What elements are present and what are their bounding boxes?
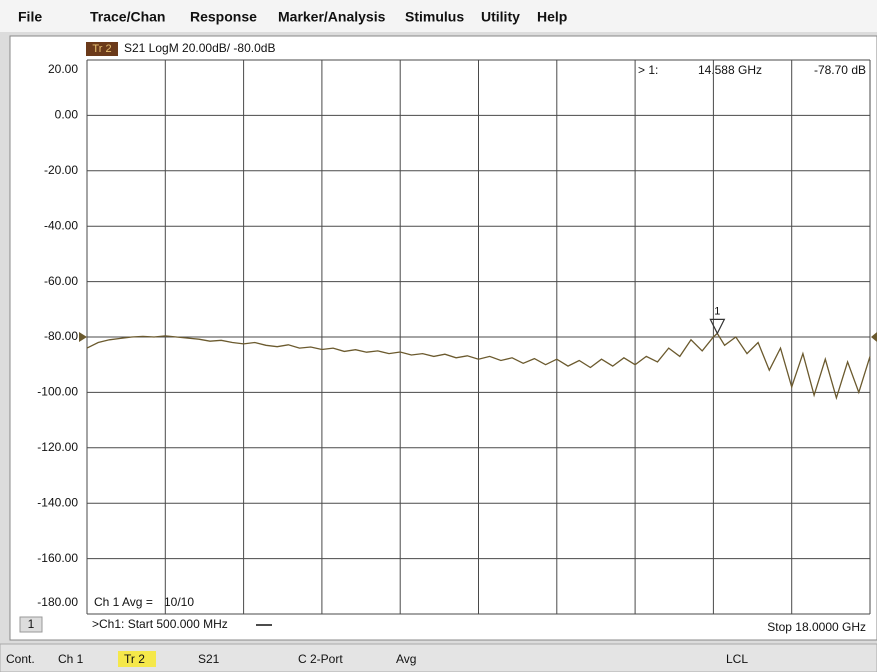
menu-item[interactable]: Stimulus bbox=[405, 9, 464, 25]
avg-label: Ch 1 Avg = bbox=[94, 595, 153, 609]
trace bbox=[86, 332, 871, 401]
y-tick-label: 20.00 bbox=[48, 62, 78, 76]
plot-panel bbox=[9, 35, 877, 641]
y-tick-label: -60.00 bbox=[44, 274, 78, 288]
trace-badge[interactable]: Tr 2 bbox=[92, 43, 111, 55]
y-tick-label: -140.00 bbox=[37, 495, 78, 509]
marker-index: > 1: bbox=[638, 63, 658, 77]
status-items: Cont. Ch 1 Tr 2 S21 C 2-Port Avg LCL bbox=[6, 652, 748, 666]
y-tick-label: -80.00 bbox=[44, 329, 78, 343]
ref-arrow-right bbox=[871, 332, 877, 342]
plot: 20.00 0.00 -20.00 -40.00 -60.00 -80.00 -100.00… bbox=[37, 59, 877, 615]
menu-bar bbox=[0, 0, 877, 32]
status-item[interactable]: S21 bbox=[198, 652, 220, 666]
menu-item[interactable]: Utility bbox=[481, 9, 520, 25]
y-tick-label: -120.00 bbox=[37, 440, 78, 454]
menu-item[interactable]: Trace/Chan bbox=[90, 9, 165, 25]
status-item[interactable]: Cont. bbox=[6, 652, 35, 666]
status-highlight bbox=[118, 651, 156, 667]
y-tick-label: 0.00 bbox=[55, 108, 79, 122]
marker-label: 1 bbox=[714, 305, 720, 317]
marker-level: -78.70 dB bbox=[814, 63, 866, 77]
status-item[interactable]: Ch 1 bbox=[58, 652, 84, 666]
menu: File Trace/Chan Response Marker/Analysis Sti… bbox=[18, 9, 567, 25]
menu-item[interactable]: File bbox=[18, 9, 42, 25]
stop-label: Stop 18.0000 GHz bbox=[767, 620, 866, 634]
y-tick-label: -100.00 bbox=[37, 385, 78, 399]
y-tick-label: -160.00 bbox=[37, 551, 78, 565]
y-tick-label: -20.00 bbox=[44, 163, 78, 177]
trace-header: S21 LogM 20.00dB/ -80.0dB bbox=[124, 41, 275, 55]
y-tick-label: -180.00 bbox=[37, 595, 78, 609]
y-tick-label: -40.00 bbox=[44, 218, 78, 232]
channel-button[interactable]: 1 bbox=[28, 617, 35, 631]
trace-badge-bg bbox=[86, 42, 118, 56]
status-item[interactable]: Tr 2 bbox=[124, 652, 145, 666]
marker-frequency: 14.588 GHz bbox=[698, 63, 762, 77]
status-item[interactable]: C 2-Port bbox=[298, 652, 343, 666]
menu-item[interactable]: Response bbox=[190, 9, 257, 25]
start-label: >Ch1: Start 500.000 MHz bbox=[92, 617, 228, 631]
channel-button-bg bbox=[19, 616, 43, 633]
status-item[interactable]: LCL bbox=[726, 652, 748, 666]
status-item[interactable]: Avg bbox=[396, 652, 416, 666]
ref-arrow-left bbox=[79, 332, 87, 342]
marker-triangle[interactable] bbox=[709, 318, 726, 335]
menu-item[interactable]: Marker/Analysis bbox=[278, 9, 386, 25]
menu-item[interactable]: Help bbox=[537, 9, 567, 25]
avg-value: 10/10 bbox=[164, 595, 194, 609]
